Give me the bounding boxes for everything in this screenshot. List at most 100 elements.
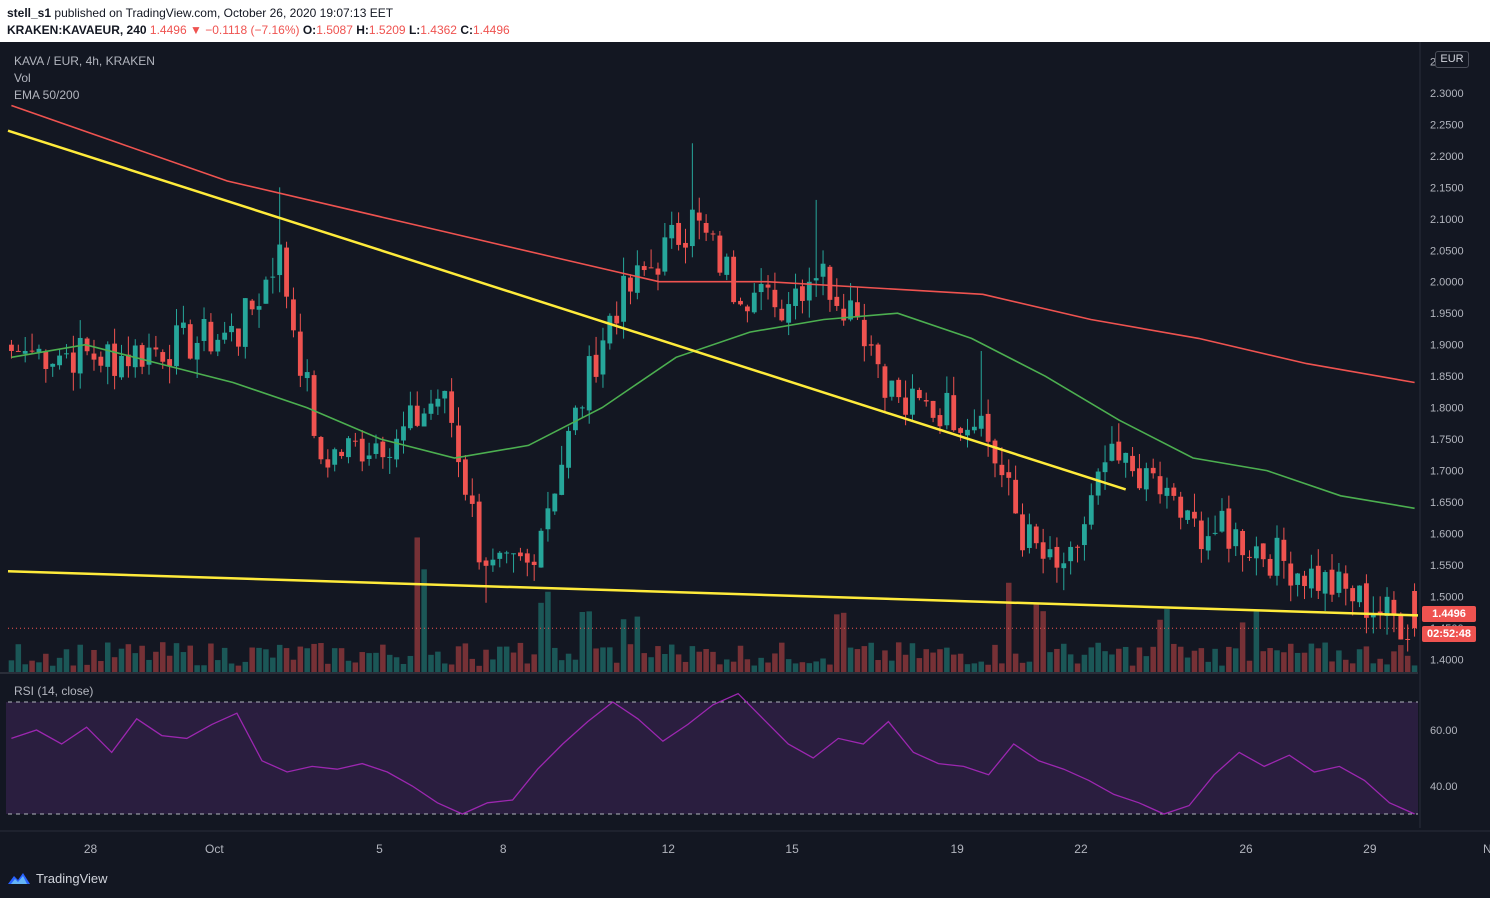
time-tick-label: 15: [785, 842, 799, 856]
price-tick-label: 1.9500: [1430, 308, 1464, 320]
candle-body: [531, 561, 537, 565]
candle-body: [64, 353, 69, 355]
legend-pair: KAVA / EUR, 4h, KRAKEN: [14, 54, 155, 68]
candle-body: [476, 501, 482, 563]
support-trendline[interactable]: [7, 570, 1419, 617]
candle-body: [1026, 524, 1032, 548]
volume-bar: [91, 649, 97, 672]
candle-body: [1357, 585, 1362, 603]
price-tick-label: 1.8000: [1430, 403, 1464, 415]
volume-bar: [1205, 661, 1211, 672]
volume-bar: [930, 652, 936, 672]
volume-bar: [545, 591, 551, 672]
chart-canvas[interactable]: 2.35002.30002.25002.20002.15002.10002.05…: [0, 42, 1490, 857]
publish-header: stell_s1 published on TradingView.com, O…: [0, 0, 1490, 42]
ema-lines: [11, 104, 1415, 510]
price-tick-label: 1.7000: [1430, 466, 1464, 478]
price-tick-label: 1.7500: [1430, 434, 1464, 446]
candle-body: [291, 299, 296, 331]
price-tick-label: 2.3000: [1430, 88, 1464, 100]
candle-body: [696, 212, 702, 221]
volume-bar: [1006, 582, 1012, 672]
resistance-trendline[interactable]: [7, 129, 1127, 491]
volume-bar: [579, 612, 586, 672]
candle-body: [848, 300, 853, 320]
volume-bar: [352, 662, 359, 672]
candle-body: [1109, 443, 1115, 461]
candle-body: [469, 495, 475, 504]
candle-body: [868, 344, 874, 346]
candle-body: [511, 553, 516, 555]
chart-area[interactable]: 2.35002.30002.25002.20002.15002.10002.05…: [0, 42, 1490, 857]
volume-bar: [730, 661, 737, 672]
volume-bar: [311, 643, 317, 672]
candle-body: [1061, 563, 1067, 569]
volume-bar: [827, 664, 833, 672]
candle-body: [834, 296, 840, 306]
volume-bar: [146, 659, 152, 672]
candle-body: [800, 286, 805, 301]
volume-bar: [77, 644, 83, 672]
candle-body: [621, 275, 626, 322]
time-tick-label: Nov: [1483, 842, 1490, 856]
candle-body: [676, 222, 682, 245]
volume-bar: [668, 644, 675, 672]
volume-bar: [366, 653, 372, 672]
currency-label[interactable]: EUR: [1435, 51, 1469, 68]
volume-bar: [359, 652, 365, 672]
candle-body: [903, 397, 908, 415]
candle-body: [689, 209, 695, 247]
legend-volume: Vol: [14, 71, 31, 85]
volume-bar: [875, 660, 881, 672]
volume-bar: [607, 647, 613, 672]
volume-bar: [1288, 643, 1294, 672]
volume-bar: [593, 648, 599, 672]
candle-body: [1185, 510, 1190, 520]
volume-bar: [228, 663, 235, 672]
candle-body: [600, 340, 606, 375]
volume-bar: [882, 650, 888, 672]
countdown-tag: 02:52:48: [1422, 626, 1476, 642]
author-name[interactable]: stell_s1: [7, 6, 52, 20]
volume-bar: [1033, 604, 1040, 672]
volume-bar: [620, 619, 627, 672]
volume-bar: [331, 648, 338, 672]
price-tick-label: 2.0000: [1430, 277, 1464, 289]
candle-body: [999, 464, 1005, 476]
volume-bar: [1404, 655, 1411, 672]
candle-body: [504, 552, 510, 554]
candle-body: [1123, 452, 1129, 463]
candle-body: [992, 440, 998, 464]
candle-body: [449, 391, 455, 423]
price-tick-label: 1.4000: [1430, 654, 1464, 666]
candle-body: [916, 389, 922, 399]
candle-body: [882, 366, 888, 398]
volume-bar: [297, 646, 304, 672]
volume-bar: [806, 663, 813, 672]
tradingview-logo[interactable]: TradingView: [8, 871, 108, 886]
candle-body: [297, 331, 303, 376]
candle-body: [806, 281, 812, 301]
volume-bar: [448, 664, 455, 672]
price-tick-label: 1.5000: [1430, 591, 1464, 603]
price-tick-label: 2.2500: [1430, 119, 1464, 131]
candle-body: [43, 351, 49, 369]
volume-bar: [641, 653, 647, 672]
volume-bar: [916, 658, 923, 672]
candle-body: [524, 553, 530, 563]
volume-bar: [1067, 654, 1074, 672]
volume-bar: [125, 644, 132, 672]
ema200-line: [11, 104, 1415, 384]
time-tick-label: 12: [662, 842, 676, 856]
candle-body: [187, 324, 193, 359]
candle-body: [1226, 508, 1232, 549]
volume-bar: [1054, 648, 1060, 672]
volume-bar: [462, 643, 469, 672]
trendlines[interactable]: [7, 129, 1419, 629]
candle-body: [772, 289, 778, 308]
candle-body: [703, 223, 709, 233]
legend-rsi: RSI (14, close): [14, 684, 94, 698]
candle-body: [456, 425, 461, 463]
candle-body: [641, 266, 647, 271]
candle-body: [1102, 462, 1108, 473]
